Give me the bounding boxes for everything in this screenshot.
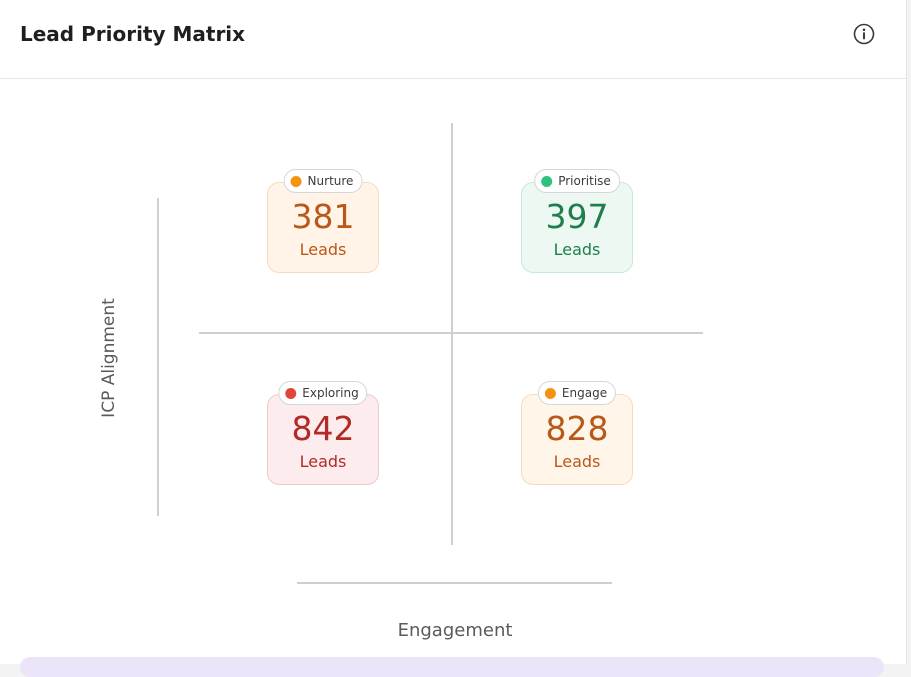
quadrant-label: Exploring — [302, 386, 359, 400]
quadrant-pill-exploring: Exploring — [278, 381, 368, 405]
lead-unit: Leads — [299, 452, 347, 471]
lead-count: 842 — [291, 409, 355, 448]
quadrant-card-nurture[interactable]: Nurture 381 Leads — [267, 169, 379, 273]
panel-header: Lead Priority Matrix — [0, 0, 906, 79]
lead-unit: Leads — [299, 240, 347, 259]
panel-title: Lead Priority Matrix — [20, 22, 246, 46]
quadrant-horizontal-divider — [199, 332, 703, 334]
status-dot-icon — [290, 175, 302, 187]
quadrant-vertical-divider — [451, 123, 453, 545]
quadrant-label: Prioritise — [558, 174, 611, 188]
lead-unit: Leads — [553, 240, 601, 259]
quadrant-pill-prioritise: Prioritise — [534, 169, 620, 193]
bottom-banner — [20, 657, 884, 677]
quadrant-card-prioritise[interactable]: Prioritise 397 Leads — [521, 169, 633, 273]
lead-count: 397 — [545, 197, 609, 236]
quadrant-card-exploring[interactable]: Exploring 842 Leads — [267, 381, 379, 485]
lead-count: 381 — [291, 197, 355, 236]
info-icon[interactable] — [853, 23, 875, 45]
status-dot-icon — [544, 387, 556, 399]
y-axis-label: ICP Alignment — [99, 298, 119, 418]
quadrant-card-engage[interactable]: Engage 828 Leads — [521, 381, 633, 485]
quadrant-label: Nurture — [307, 174, 354, 188]
x-axis-line — [297, 582, 612, 584]
x-axis-label: Engagement — [397, 620, 513, 641]
lead-count: 828 — [545, 409, 609, 448]
status-dot-icon — [541, 175, 553, 187]
y-axis-line — [157, 198, 159, 516]
quadrant-label: Engage — [561, 386, 608, 400]
quadrant-pill-engage: Engage — [537, 381, 617, 405]
lead-unit: Leads — [553, 452, 601, 471]
status-dot-icon — [285, 387, 297, 399]
quadrant-pill-nurture: Nurture — [283, 169, 363, 193]
